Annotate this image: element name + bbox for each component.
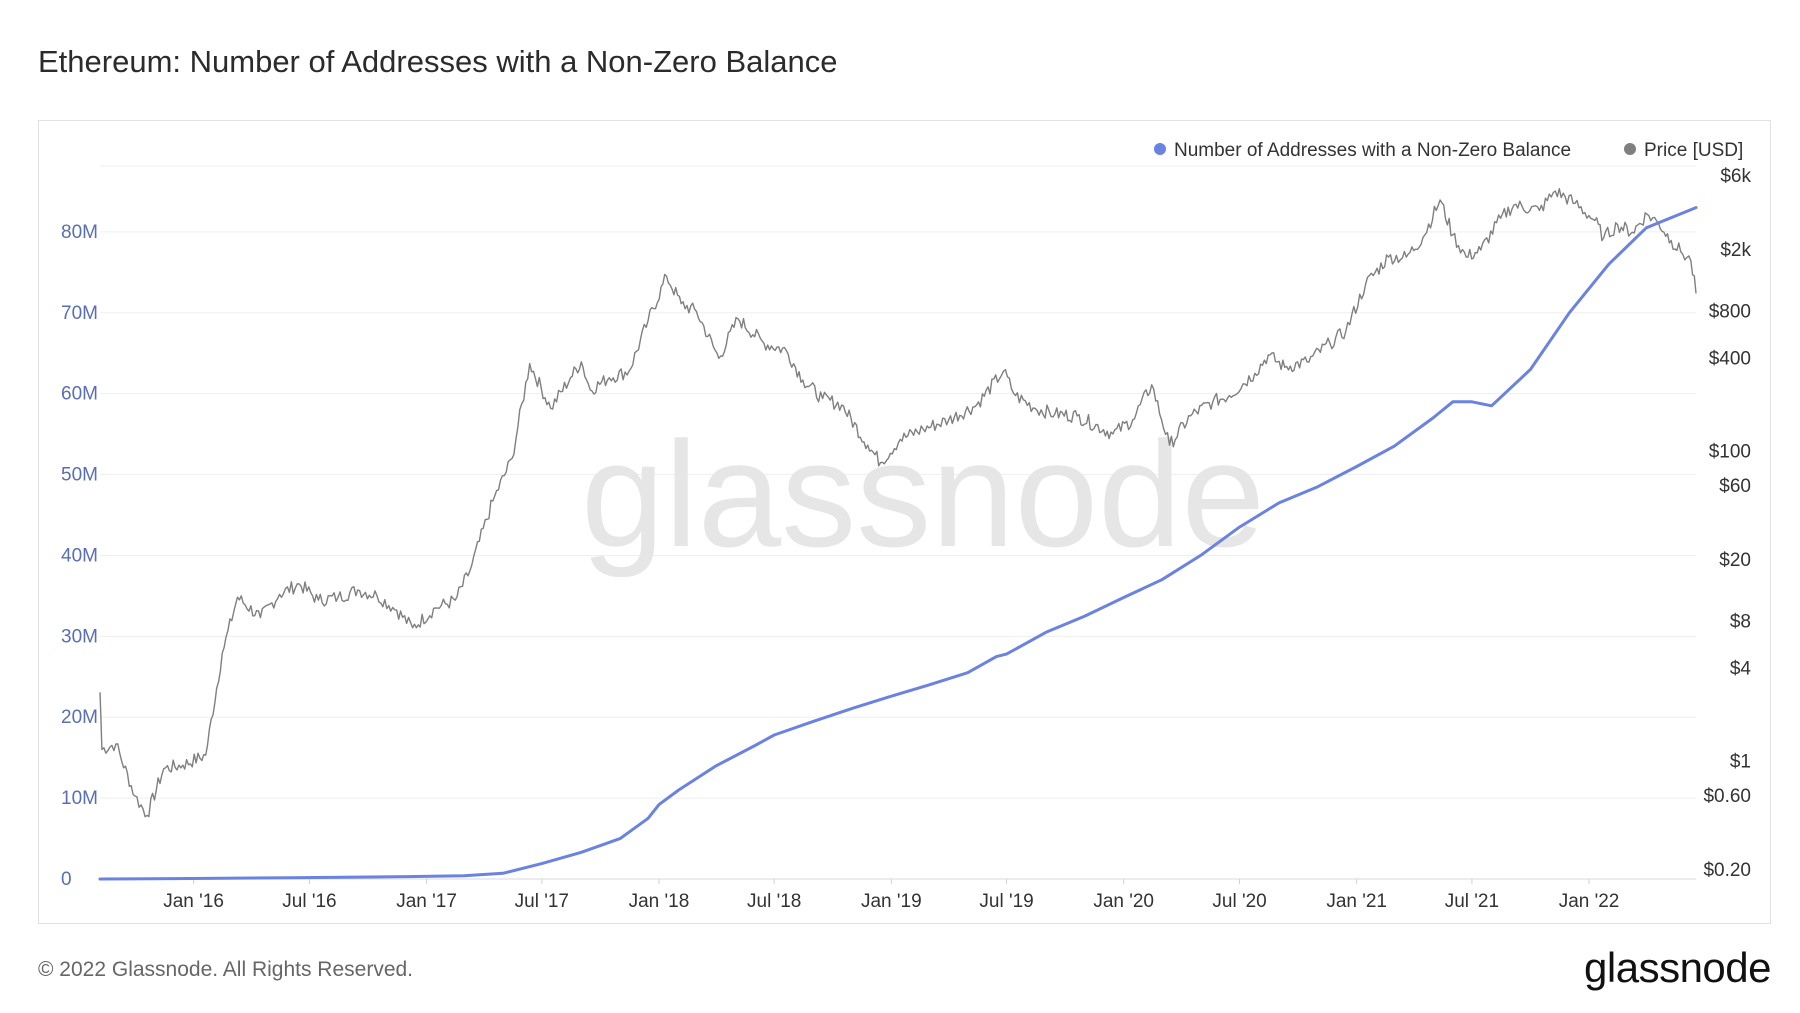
x-tick-label: Jan '16 bbox=[163, 891, 224, 912]
legend-label-addresses[interactable]: Number of Addresses with a Non-Zero Bala… bbox=[1174, 140, 1571, 161]
glassnode-logo[interactable]: glassnode bbox=[1584, 944, 1771, 991]
legend-marker-addresses bbox=[1154, 143, 1166, 155]
x-tick-label: Jul '18 bbox=[747, 891, 801, 912]
x-tick-label: Jul '20 bbox=[1212, 891, 1266, 912]
right-tick-label: $20 bbox=[1719, 550, 1751, 571]
left-tick-label: 20M bbox=[61, 707, 98, 728]
legend-label-price[interactable]: Price [USD] bbox=[1644, 140, 1743, 161]
left-tick-label: 50M bbox=[61, 465, 98, 486]
x-tick-label: Jan '22 bbox=[1559, 891, 1620, 912]
series-lines bbox=[98, 188, 1698, 881]
right-tick-label: $1 bbox=[1730, 752, 1751, 773]
right-tick-label: $400 bbox=[1709, 348, 1751, 369]
right-tick-label: $4 bbox=[1730, 658, 1752, 679]
x-tick-label: Jul '17 bbox=[515, 891, 569, 912]
right-axis-ticks: $6k $2k $800 $400 $100 $60 $20 $8 $4 $1 $0.60 $0.20 bbox=[1703, 166, 1751, 881]
copyright-text: © 2022 Glassnode. All Rights Reserved. bbox=[38, 958, 414, 981]
left-tick-label: 0 bbox=[61, 869, 72, 890]
x-axis-ticks: Jan '16 Jul '16 Jan '17 Jul '17 Jan '18 Jul '… bbox=[163, 879, 1619, 912]
right-tick-label: $2k bbox=[1720, 240, 1751, 261]
glassnode-watermark: glassnode bbox=[581, 410, 1265, 578]
price-line bbox=[99, 188, 1697, 818]
grid-lines bbox=[100, 165, 1696, 880]
left-tick-label: 10M bbox=[61, 788, 98, 809]
right-tick-label: $100 bbox=[1709, 442, 1751, 463]
page-title: Ethereum: Number of Addresses with a Non… bbox=[38, 44, 838, 79]
right-tick-label: $0.60 bbox=[1703, 786, 1751, 807]
chart-frame: glassnode 0 10M 20M 30M 40M 50M 60M 70M 80M $6k $… bbox=[38, 120, 1771, 924]
x-tick-label: Jan '17 bbox=[396, 891, 457, 912]
x-tick-label: Jan '20 bbox=[1093, 891, 1154, 912]
left-tick-label: 30M bbox=[61, 626, 98, 647]
x-tick-label: Jul '19 bbox=[979, 891, 1033, 912]
x-tick-label: Jan '18 bbox=[629, 891, 690, 912]
left-tick-label: 40M bbox=[61, 545, 98, 566]
legend[interactable]: Number of Addresses with a Non-Zero Bala… bbox=[1154, 140, 1743, 161]
left-tick-label: 60M bbox=[61, 384, 98, 405]
left-tick-label: 70M bbox=[61, 303, 98, 324]
left-tick-label: 80M bbox=[61, 222, 98, 243]
x-tick-label: Jan '21 bbox=[1326, 891, 1387, 912]
right-tick-label: $6k bbox=[1720, 166, 1751, 187]
left-axis-ticks: 0 10M 20M 30M 40M 50M 60M 70M 80M bbox=[61, 222, 98, 890]
right-tick-label: $8 bbox=[1730, 612, 1751, 633]
x-tick-label: Jul '16 bbox=[282, 891, 336, 912]
x-tick-label: Jan '19 bbox=[861, 891, 922, 912]
right-tick-label: $60 bbox=[1719, 476, 1751, 497]
right-tick-label: $0.20 bbox=[1703, 860, 1751, 881]
legend-marker-price bbox=[1624, 143, 1636, 155]
x-tick-label: Jul '21 bbox=[1445, 891, 1499, 912]
right-tick-label: $800 bbox=[1709, 302, 1751, 323]
addresses-line bbox=[98, 206, 1698, 881]
